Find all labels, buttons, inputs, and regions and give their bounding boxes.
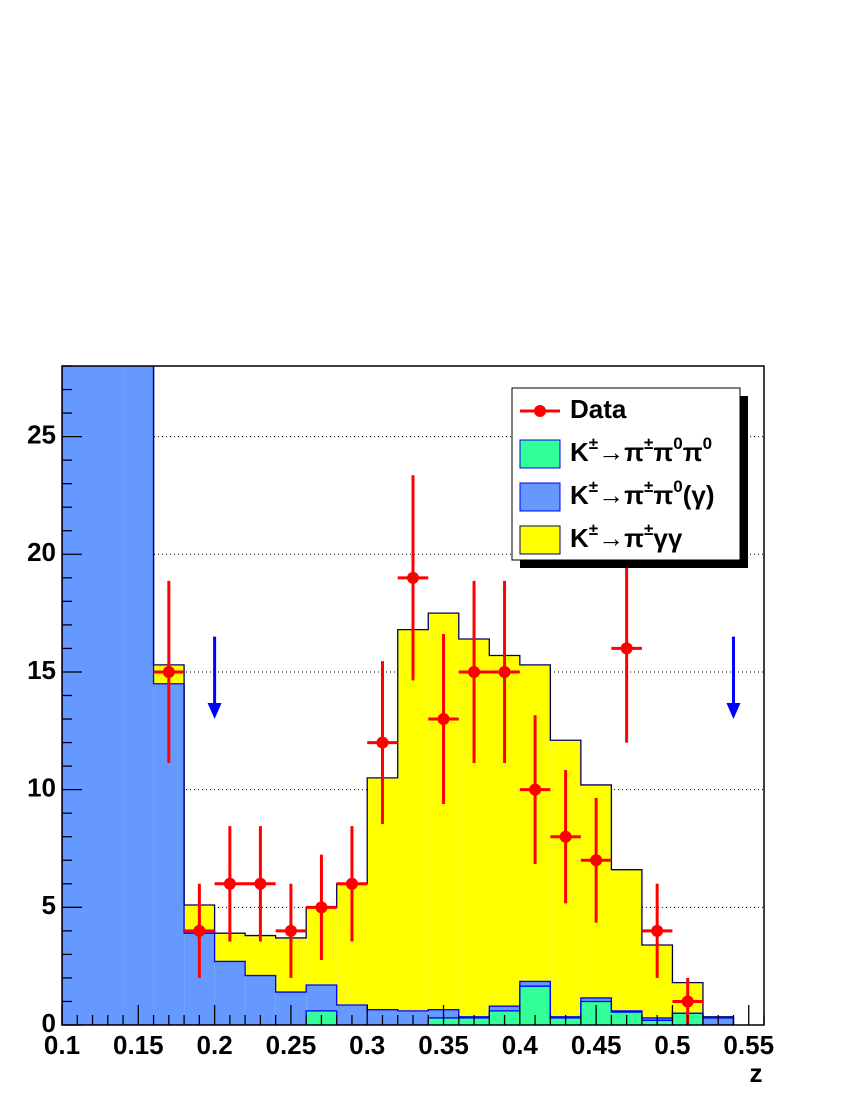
legend-label: K±→π±γγ [570, 520, 683, 552]
data-point [651, 924, 664, 937]
data-point [437, 713, 450, 726]
data-point [315, 901, 328, 914]
histogram-bar [306, 984, 337, 1011]
legend-label: Data [570, 394, 627, 424]
data-point [162, 665, 175, 678]
histogram-bar [336, 1004, 368, 1025]
x-tick-label: 0.35 [418, 1030, 469, 1060]
data-point [620, 642, 633, 655]
legend-label: K±→π±π0(γ) [570, 477, 715, 509]
data-point [223, 877, 236, 890]
histogram-bar [214, 961, 246, 1025]
histogram-bar [611, 869, 642, 1011]
y-tick-label: 25 [27, 419, 56, 449]
x-tick-label: 0.25 [266, 1030, 317, 1060]
histogram-outline [62, 366, 735, 1025]
data-point [681, 995, 694, 1008]
data-point [498, 665, 511, 678]
y-tick-label: 5 [42, 890, 56, 920]
data-point [529, 783, 542, 796]
data-point [407, 571, 419, 584]
data-point [559, 830, 572, 843]
x-tick-label: 0.55 [723, 1030, 774, 1060]
x-tick-label: 0.3 [349, 1030, 385, 1060]
x-tick-label: 0.1 [44, 1030, 80, 1060]
x-tick-label: 0.4 [502, 1030, 539, 1060]
y-tick-label: 15 [27, 655, 56, 685]
legend-marker [534, 405, 546, 417]
legend-swatch [519, 482, 561, 512]
cut-arrow-head [207, 703, 222, 720]
legend-swatch [519, 439, 561, 469]
data-point [345, 877, 358, 890]
x-tick-label: 0.15 [113, 1030, 164, 1060]
data-point [193, 924, 206, 937]
histogram-bar [489, 1006, 520, 1011]
y-tick-label: 20 [27, 537, 56, 567]
histogram-bar [92, 366, 124, 1025]
data-point [284, 924, 297, 937]
histogram-bar [245, 935, 276, 976]
data-point [590, 854, 603, 867]
legend-label: K±→π±π0π0 [570, 434, 712, 466]
y-tick-label: 0 [42, 1008, 56, 1038]
cut-arrow-head [726, 703, 741, 720]
legend-swatch [519, 525, 561, 555]
overlay: 0.1 0.15 0.2 0.25 0.3 0.35 0.4 0.45 0.5 0.55 0 5 10 1… [27, 365, 774, 1060]
x-tick-label: 0.5 [654, 1030, 690, 1060]
histogram-bar [123, 366, 154, 1025]
data-point [376, 736, 389, 749]
histogram-bar [519, 981, 551, 987]
data-point [468, 665, 481, 678]
x-axis-label: z [750, 1058, 763, 1088]
data-point [254, 877, 267, 890]
x-tick-label: 0.2 [197, 1030, 233, 1060]
histogram-bar [580, 997, 612, 1002]
histogram-bar [397, 629, 429, 1011]
y-tick-label: 10 [27, 773, 56, 803]
x-tick-label: 0.45 [571, 1030, 622, 1060]
